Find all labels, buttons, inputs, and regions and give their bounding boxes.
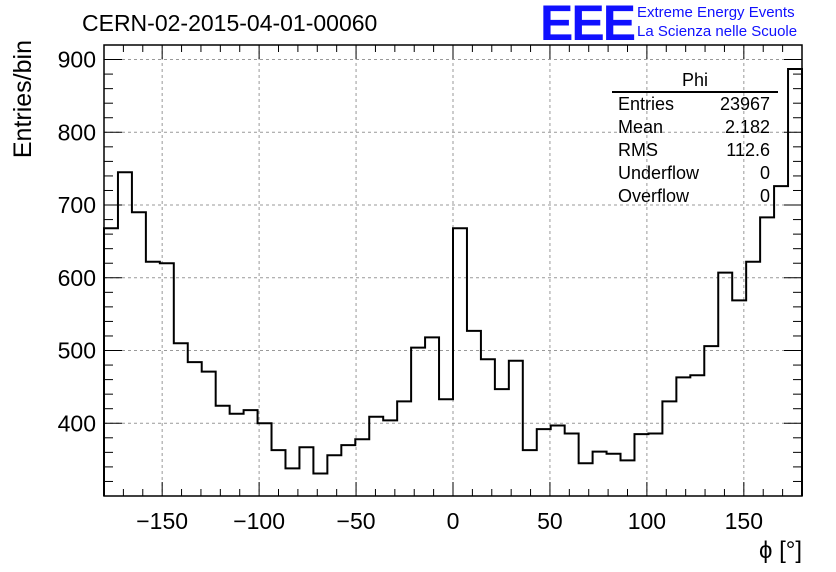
histogram-bin [313, 473, 327, 496]
histogram-bin [341, 445, 355, 496]
y-tick-label: 800 [58, 119, 96, 145]
histogram-bin [662, 401, 676, 496]
histogram-bin [579, 463, 593, 496]
histogram-bin [216, 406, 230, 496]
y-tick-label: 700 [58, 192, 96, 218]
histogram-bin [285, 468, 299, 496]
histogram-bin [397, 401, 411, 496]
brand-text: Extreme Energy Events La Scienza nelle S… [637, 3, 797, 41]
histogram-bin [258, 423, 272, 496]
histogram-bin [453, 228, 467, 496]
histogram-bin [495, 389, 509, 496]
histogram-bin [369, 417, 383, 496]
histogram-bin [537, 429, 551, 496]
x-tick-label: 150 [725, 508, 763, 534]
histogram-bin [788, 69, 802, 496]
histogram-bin [230, 414, 244, 496]
stats-label: Entries [618, 94, 675, 114]
histogram-bin [327, 455, 341, 496]
histogram-bin [104, 228, 118, 496]
stats-value: 23967 [719, 94, 770, 114]
brand-line-1: Extreme Energy Events [637, 4, 795, 21]
histogram-bin [467, 331, 481, 496]
y-tick-label: 500 [58, 338, 96, 364]
histogram-bin [551, 425, 565, 496]
stats-value: 2.182 [724, 117, 770, 137]
histogram-bin [634, 434, 648, 496]
histogram-bin [704, 346, 718, 496]
histogram-bin [732, 300, 746, 496]
histogram-bin [718, 273, 732, 496]
stats-row-rms: RMS 112.6 [612, 139, 778, 162]
histogram-bin [188, 362, 202, 496]
histogram-bin [174, 343, 188, 496]
stats-value: 0 [759, 186, 770, 206]
eee-logo: EEE [540, 0, 636, 51]
histogram-bin [355, 439, 369, 496]
y-tick-label: 600 [58, 265, 96, 291]
histogram-line [103, 68, 803, 496]
stats-label: Underflow [618, 163, 700, 183]
histogram-bin [621, 460, 635, 496]
histogram-bin [160, 263, 174, 496]
histogram-bin [607, 454, 621, 496]
histogram-bin [523, 450, 537, 496]
x-tick-label: −50 [337, 508, 376, 534]
x-tick-label: −150 [136, 508, 188, 534]
histogram-bin [411, 348, 425, 496]
histogram-bin [439, 399, 453, 496]
histogram-bin [746, 262, 760, 496]
histogram-bin [132, 212, 146, 496]
histogram-bin [593, 452, 607, 496]
stats-row-overflow: Overflow 0 [612, 185, 778, 208]
stats-box: Phi Entries 23967 Mean 2.182 RMS 112.6 U… [612, 70, 778, 208]
brand-line-2: La Scienza nelle Scuole [637, 23, 798, 40]
stats-label: Mean [618, 117, 664, 137]
x-tick-label: 100 [628, 508, 666, 534]
histogram-bin [118, 172, 132, 496]
histogram-bin [774, 186, 788, 496]
histogram-bin [244, 410, 258, 496]
histogram-bin [676, 377, 690, 496]
stats-label: Overflow [618, 186, 690, 206]
chart-title: CERN-02-2015-04-01-00060 [82, 10, 378, 36]
stats-label: RMS [618, 140, 658, 160]
y-axis-label: Entries/bin [9, 40, 37, 158]
histogram-bin [202, 372, 216, 496]
stats-value: 112.6 [726, 140, 770, 160]
stats-row-mean: Mean 2.182 [612, 116, 778, 139]
histogram-bin [690, 375, 704, 496]
histogram-bin [509, 361, 523, 496]
histogram-bin [565, 433, 579, 496]
stats-title: Phi [612, 70, 778, 93]
histogram-bin [648, 433, 662, 496]
x-axis-label: ϕ [°] [759, 537, 802, 564]
y-tick-label: 400 [58, 410, 96, 436]
stats-value: 0 [759, 163, 770, 183]
x-tick-label: −100 [233, 508, 285, 534]
histogram-bin [383, 420, 397, 496]
histogram-bin [425, 337, 439, 496]
histogram-bin [760, 217, 774, 496]
y-tick-label: 900 [58, 47, 96, 73]
x-tick-label: 0 [447, 508, 460, 534]
histogram-bin [272, 450, 286, 496]
histogram-bin [299, 447, 313, 496]
x-tick-label: 50 [537, 508, 563, 534]
stats-row-entries: Entries 23967 [612, 93, 778, 116]
stats-row-underflow: Underflow 0 [612, 162, 778, 185]
histogram-bin [146, 262, 160, 496]
histogram-bin [481, 359, 495, 496]
